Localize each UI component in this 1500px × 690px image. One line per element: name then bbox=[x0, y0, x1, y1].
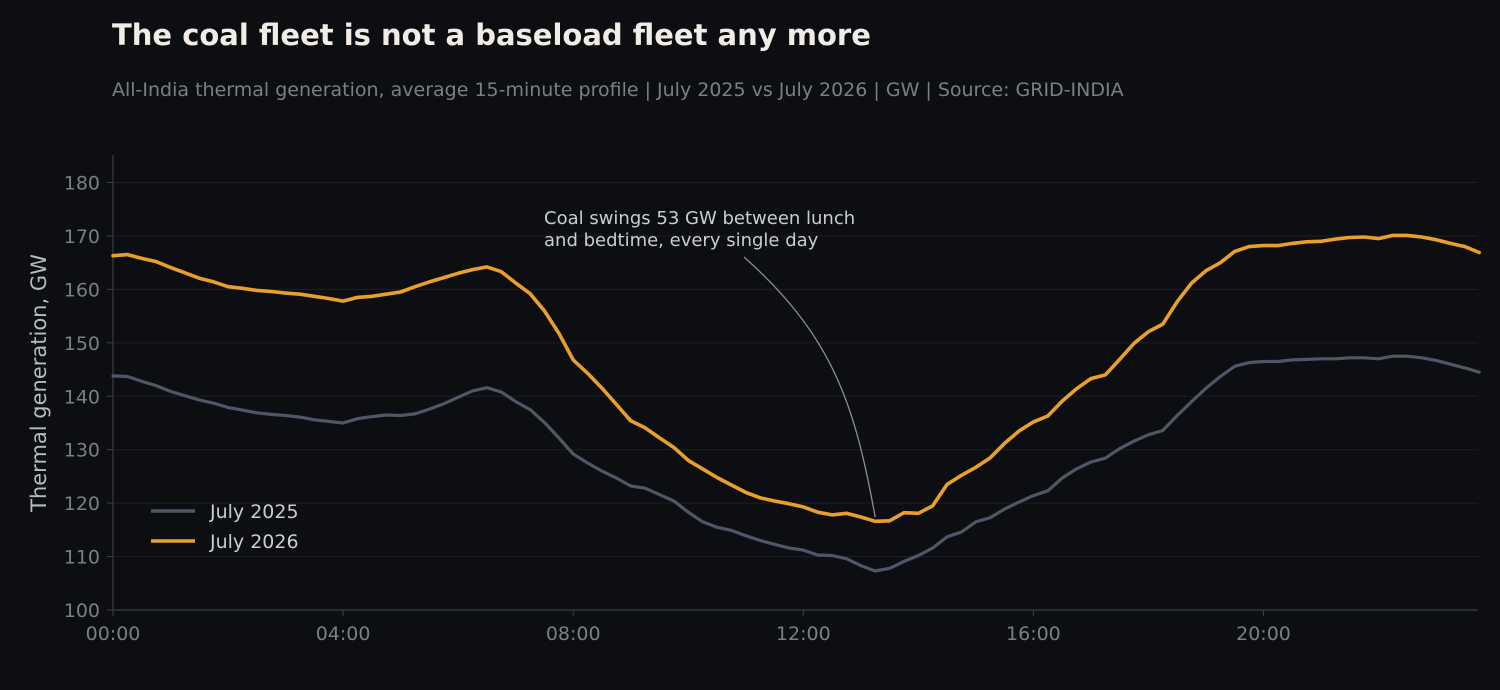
x-tick-label-0800: 08:00 bbox=[546, 623, 601, 645]
chart-subtitle: All-India thermal generation, average 15… bbox=[112, 79, 1124, 101]
legend-label-july-2026: July 2026 bbox=[209, 531, 299, 553]
gridlines bbox=[113, 182, 1478, 558]
y-tick-label-120: 120 bbox=[64, 493, 100, 515]
x-tick-label-1200: 12:00 bbox=[776, 623, 831, 645]
series-lines bbox=[111, 233, 1481, 573]
legend: July 2025 July 2026 bbox=[151, 501, 299, 553]
y-tick-label-160: 160 bbox=[64, 279, 100, 301]
series-line-july-2025 bbox=[111, 354, 1481, 573]
axes: 100 110 120 130 140 150 160 170 180 00:00 04:00 08:… bbox=[64, 155, 1478, 645]
y-tick-label-180: 180 bbox=[64, 173, 100, 195]
y-tick-label-140: 140 bbox=[64, 386, 100, 408]
x-tick-label-0000: 00:00 bbox=[86, 623, 141, 645]
chart-title: The coal fleet is not a baseload fleet a… bbox=[112, 18, 871, 52]
annotation-arrow bbox=[743, 256, 876, 518]
y-tick-label-130: 130 bbox=[64, 440, 100, 462]
x-tick-label-1600: 16:00 bbox=[1006, 623, 1061, 645]
y-tick-label-110: 110 bbox=[64, 547, 100, 569]
x-tick-label-0400: 04:00 bbox=[316, 623, 371, 645]
series-line-july-2026 bbox=[111, 233, 1481, 524]
y-tick-label-170: 170 bbox=[64, 226, 100, 248]
x-tick-label-2000: 20:00 bbox=[1236, 623, 1291, 645]
y-tick-label-150: 150 bbox=[64, 333, 100, 355]
annotation-line-2: and bedtime, every single day bbox=[544, 230, 819, 251]
y-tick-label-100: 100 bbox=[64, 600, 100, 622]
y-axis-label: Thermal generation, GW bbox=[27, 254, 51, 513]
annotation: Coal swings 53 GW between lunch and bedt… bbox=[544, 208, 876, 518]
annotation-line-1: Coal swings 53 GW between lunch bbox=[544, 208, 855, 229]
legend-label-july-2025: July 2025 bbox=[209, 501, 299, 523]
